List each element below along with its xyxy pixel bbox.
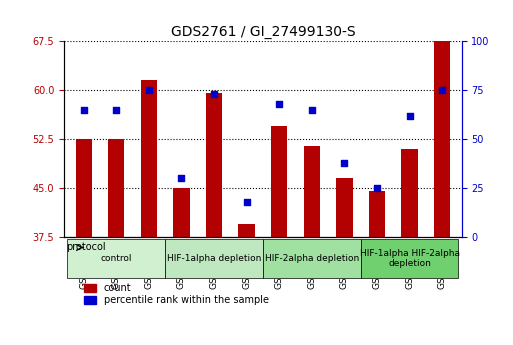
Text: HIF-1alpha HIF-2alpha
depletion: HIF-1alpha HIF-2alpha depletion: [360, 248, 460, 268]
Point: [438, 88, 446, 93]
Text: HIF-2alpha depletion: HIF-2alpha depletion: [265, 254, 359, 263]
Text: protocol: protocol: [66, 243, 105, 253]
Bar: [75, 139, 92, 237]
Bar: [173, 188, 190, 237]
FancyBboxPatch shape: [361, 239, 459, 278]
Bar: [84, 296, 96, 304]
Text: percentile rank within the sample: percentile rank within the sample: [104, 295, 269, 305]
Bar: [141, 80, 157, 237]
Point: [145, 88, 153, 93]
Text: HIF-1alpha depletion: HIF-1alpha depletion: [167, 254, 261, 263]
Bar: [401, 149, 418, 237]
Bar: [336, 178, 352, 237]
Bar: [206, 93, 222, 237]
Text: control: control: [101, 254, 132, 263]
Bar: [239, 224, 255, 237]
Point: [80, 107, 88, 112]
Point: [405, 113, 413, 118]
Point: [308, 107, 316, 112]
Point: [373, 185, 381, 191]
Point: [243, 199, 251, 204]
Point: [177, 175, 186, 181]
Point: [340, 160, 348, 165]
Point: [275, 101, 283, 107]
FancyBboxPatch shape: [263, 239, 361, 278]
Point: [112, 107, 121, 112]
Bar: [434, 41, 450, 237]
Bar: [108, 139, 125, 237]
Bar: [369, 191, 385, 237]
FancyBboxPatch shape: [67, 239, 165, 278]
Title: GDS2761 / GI_27499130-S: GDS2761 / GI_27499130-S: [171, 25, 355, 39]
FancyBboxPatch shape: [165, 239, 263, 278]
Bar: [271, 126, 287, 237]
Bar: [304, 146, 320, 237]
Point: [210, 91, 218, 97]
Text: count: count: [104, 283, 131, 293]
Bar: [84, 284, 96, 292]
